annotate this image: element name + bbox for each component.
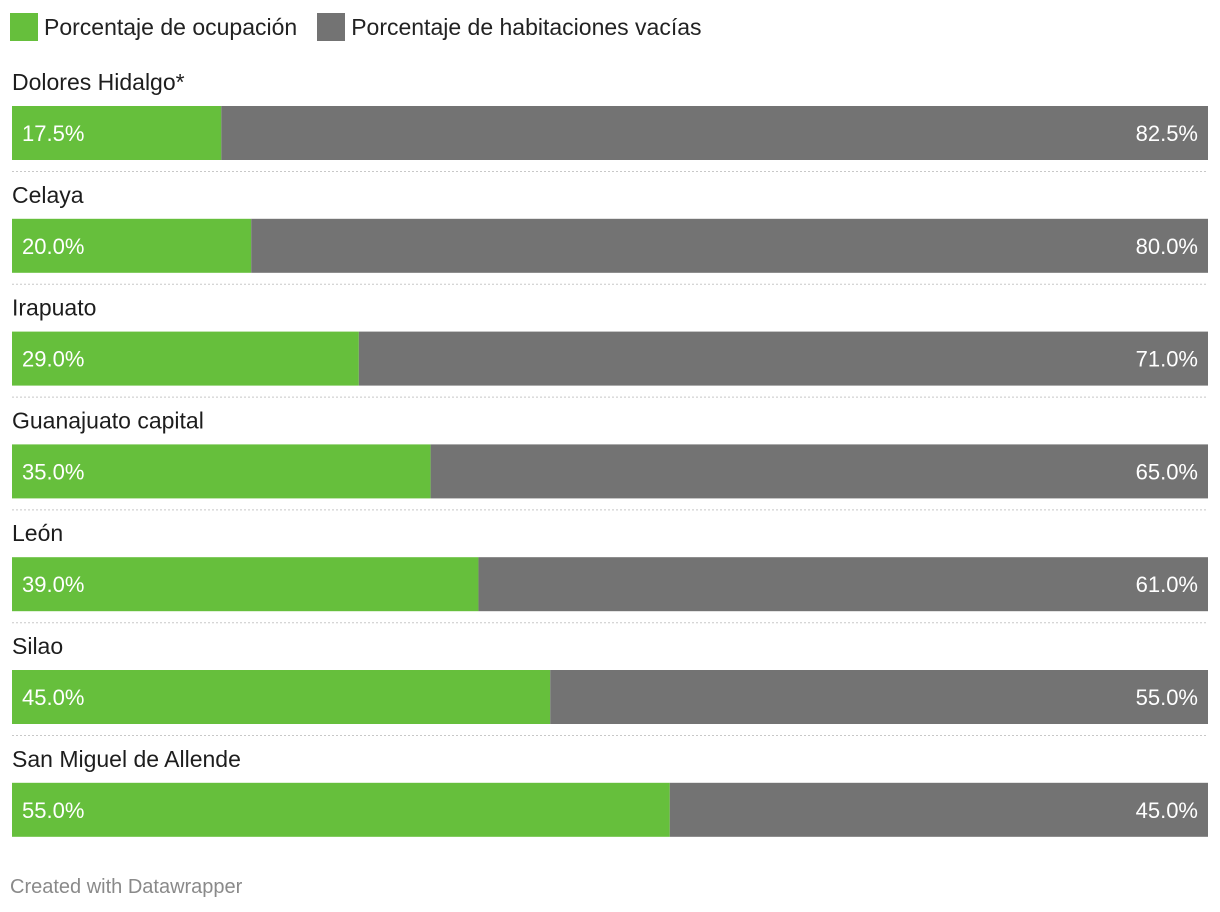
value-label-empty: 61.0% bbox=[1136, 572, 1198, 597]
bar-occupied bbox=[12, 557, 479, 612]
bar-empty bbox=[358, 331, 1209, 386]
category-label: León bbox=[12, 520, 63, 546]
category-label: Guanajuato capital bbox=[12, 407, 204, 433]
value-label-occupied: 17.5% bbox=[22, 121, 84, 146]
category-label: San Miguel de Allende bbox=[12, 746, 241, 772]
value-label-occupied: 35.0% bbox=[22, 459, 84, 484]
bar-occupied bbox=[12, 218, 252, 273]
bar-empty bbox=[478, 557, 1208, 612]
bar-occupied bbox=[12, 106, 222, 160]
bar-empty bbox=[251, 218, 1208, 273]
bar-empty bbox=[669, 782, 1208, 837]
legend-swatch-empty bbox=[317, 13, 346, 41]
stacked-bar-chart: Dolores Hidalgo* 17.5% 82.5% Celaya 20.0% 80.… bbox=[12, 69, 1209, 837]
bar-occupied bbox=[12, 444, 431, 499]
legend-label-occupied: Porcentaje de ocupación bbox=[44, 13, 298, 40]
category-label: Celaya bbox=[12, 182, 84, 208]
legend-swatch-occupied bbox=[10, 13, 38, 41]
value-label-occupied: 20.0% bbox=[22, 234, 84, 259]
bar-empty bbox=[221, 106, 1209, 160]
value-label-occupied: 39.0% bbox=[22, 572, 84, 597]
legend: Porcentaje de ocupación Porcentaje de ha… bbox=[10, 12, 722, 42]
bar-occupied bbox=[12, 331, 359, 386]
category-label: Dolores Hidalgo* bbox=[12, 69, 185, 95]
value-label-empty: 80.0% bbox=[1136, 234, 1198, 259]
legend-label-empty: Porcentaje de habitaciones vacías bbox=[351, 13, 702, 40]
legend-item-empty: Porcentaje de habitaciones vacías bbox=[317, 13, 702, 41]
value-label-empty: 45.0% bbox=[1136, 798, 1198, 823]
bar-empty bbox=[550, 670, 1208, 724]
category-label: Silao bbox=[12, 633, 63, 659]
value-label-empty: 71.0% bbox=[1136, 347, 1198, 372]
bar-occupied bbox=[12, 670, 551, 724]
value-label-occupied: 29.0% bbox=[22, 347, 84, 372]
value-label-occupied: 55.0% bbox=[22, 798, 84, 823]
value-label-empty: 65.0% bbox=[1136, 459, 1198, 484]
bar-empty bbox=[430, 444, 1209, 499]
value-label-empty: 82.5% bbox=[1136, 121, 1198, 146]
credit-text: Created with Datawrapper bbox=[10, 876, 243, 898]
value-label-empty: 55.0% bbox=[1136, 685, 1198, 710]
value-label-occupied: 45.0% bbox=[22, 685, 84, 710]
category-label: Irapuato bbox=[12, 295, 96, 321]
legend-item-occupied: Porcentaje de ocupación bbox=[10, 13, 297, 41]
bar-occupied bbox=[12, 782, 670, 837]
